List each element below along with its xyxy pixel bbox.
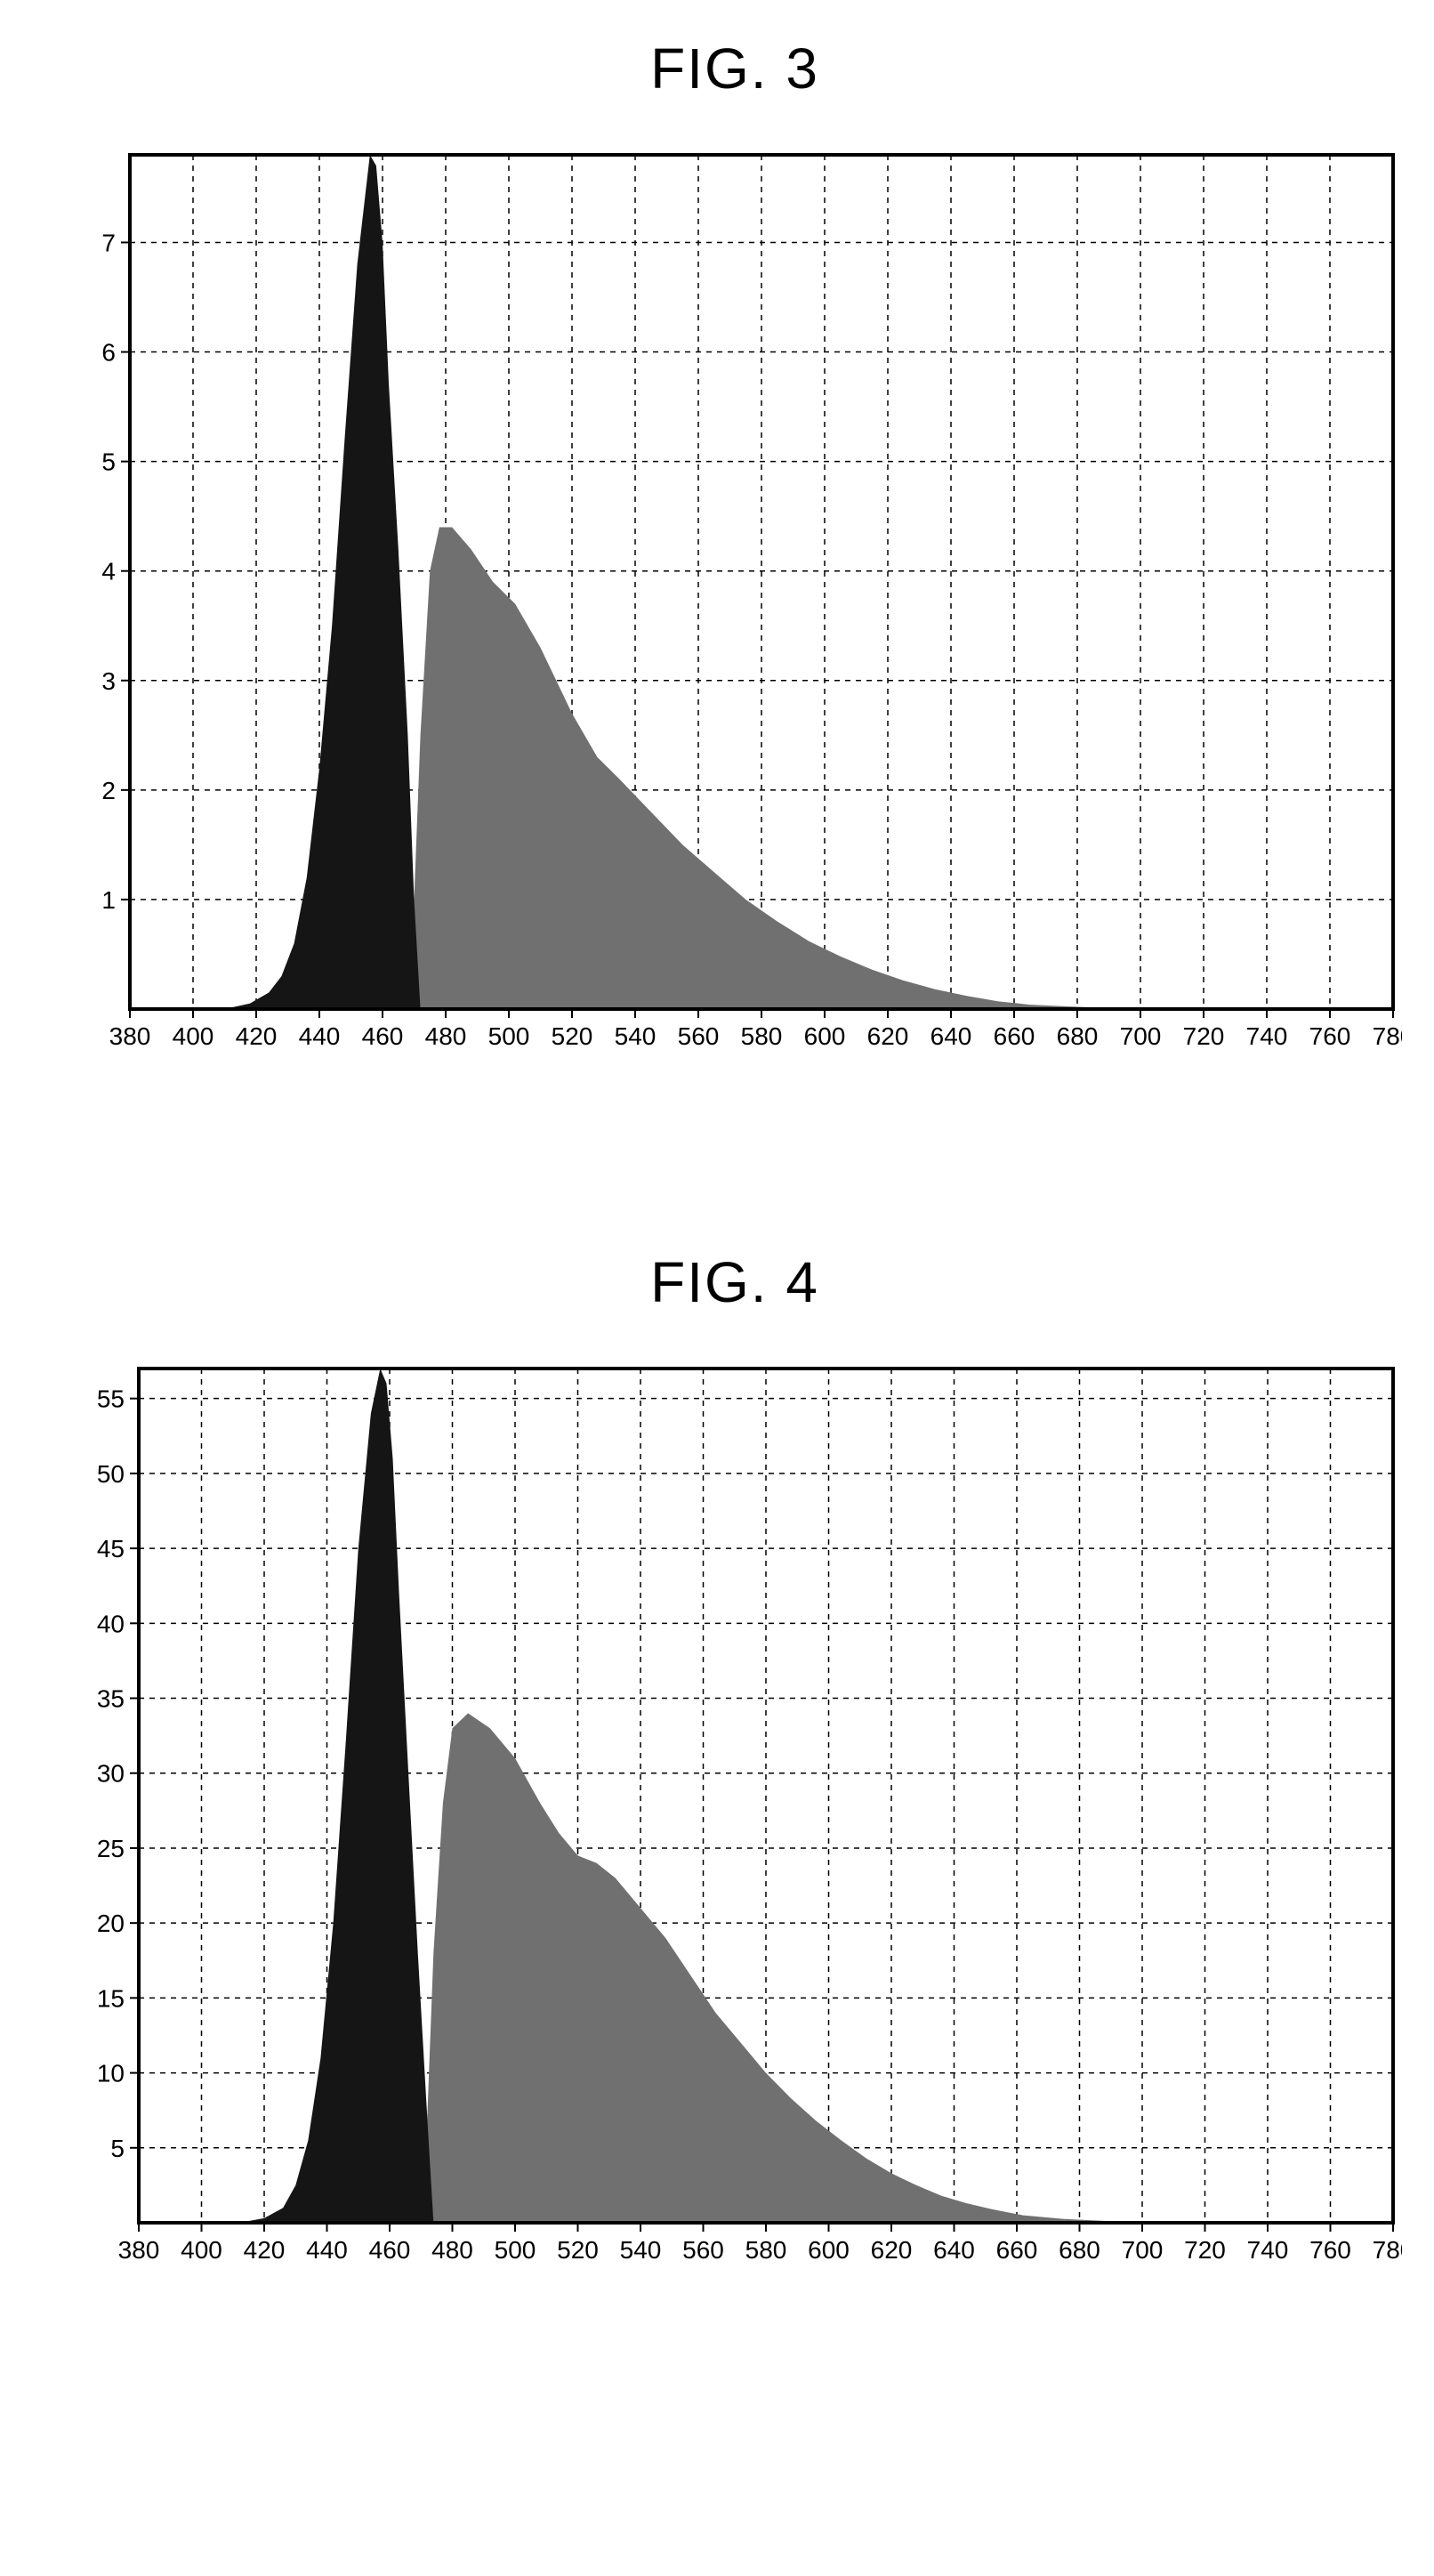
x-tick-label: 520 — [557, 2236, 599, 2264]
x-tick-label: 720 — [1183, 1022, 1225, 1050]
y-tick-label: 15 — [97, 1984, 125, 2012]
x-tick-label: 540 — [615, 1022, 657, 1050]
figure-title: FIG. 3 — [18, 36, 1434, 101]
y-tick-label: 5 — [110, 2135, 125, 2162]
x-tick-label: 600 — [804, 1022, 846, 1050]
x-tick-label: 620 — [867, 1022, 909, 1050]
x-tick-label: 440 — [306, 2236, 348, 2264]
figure-title: FIG. 4 — [18, 1249, 1434, 1315]
x-tick-label: 620 — [871, 2236, 913, 2264]
y-tick-label: 40 — [97, 1610, 125, 1637]
y-tick-label: 35 — [97, 1685, 125, 1713]
y-tick-label: 5 — [101, 448, 116, 476]
figure-block: FIG. 3 380 400 420 440 460 480 500 520 540 560 580 6… — [18, 36, 1434, 1054]
x-tick-label: 680 — [1059, 2236, 1100, 2264]
x-tick-label: 480 — [425, 1022, 467, 1050]
x-tick-label: 400 — [181, 2236, 222, 2264]
x-tick-label: 500 — [495, 2236, 536, 2264]
x-tick-label: 700 — [1120, 1022, 1162, 1050]
x-tick-label: 420 — [244, 2236, 286, 2264]
y-tick-label: 10 — [97, 2060, 125, 2087]
x-tick-label: 460 — [369, 2236, 411, 2264]
y-tick-label: 7 — [101, 229, 116, 256]
x-tick-label: 480 — [431, 2236, 473, 2264]
y-tick-label: 30 — [97, 1760, 125, 1788]
x-tick-label: 660 — [996, 2236, 1038, 2264]
y-tick-label: 4 — [101, 558, 116, 585]
y-tick-label: 45 — [97, 1535, 125, 1563]
chart-container: 3804004204404604805005205405605806006206… — [68, 1360, 1402, 2267]
x-tick-label: 780 — [1373, 1022, 1402, 1050]
y-tick-label: 50 — [97, 1460, 125, 1488]
x-tick-label: 740 — [1247, 2236, 1289, 2264]
figure-block: FIG. 43804004204404604805005205405605806… — [18, 1249, 1434, 2267]
y-tick-label: 2 — [101, 777, 116, 804]
x-tick-label: 560 — [682, 2236, 724, 2264]
x-tick-label: 780 — [1373, 2236, 1402, 2264]
x-tick-label: 440 — [299, 1022, 341, 1050]
x-tick-label: 380 — [118, 2236, 160, 2264]
x-tick-label: 740 — [1246, 1022, 1288, 1050]
chart-container: 380 400 420 440 460 480 500 520 540 560 580 600 620 6… — [68, 146, 1402, 1054]
x-tick-label: 580 — [745, 2236, 787, 2264]
x-tick-label: 580 — [741, 1022, 783, 1050]
y-tick-label: 55 — [97, 1385, 125, 1413]
x-tick-label: 660 — [994, 1022, 1035, 1050]
x-tick-label: 760 — [1309, 2236, 1351, 2264]
spectrum-chart: 3804004204404604805005205405605806006206… — [68, 1360, 1402, 2267]
x-tick-label: 640 — [930, 1022, 972, 1050]
y-tick-label: 25 — [97, 1835, 125, 1862]
y-tick-label: 3 — [101, 667, 116, 695]
x-tick-label: 700 — [1122, 2236, 1164, 2264]
x-tick-label: 420 — [236, 1022, 278, 1050]
x-tick-label: 760 — [1309, 1022, 1351, 1050]
x-tick-label: 720 — [1184, 2236, 1226, 2264]
x-tick-label: 500 — [488, 1022, 530, 1050]
x-tick-label: 460 — [362, 1022, 404, 1050]
y-tick-label: 6 — [101, 339, 116, 367]
x-tick-label: 600 — [808, 2236, 850, 2264]
x-tick-label: 560 — [678, 1022, 720, 1050]
x-tick-label: 380 — [109, 1022, 151, 1050]
x-tick-label: 520 — [552, 1022, 593, 1050]
y-tick-label: 20 — [97, 1910, 125, 1937]
x-tick-label: 680 — [1057, 1022, 1099, 1050]
spectrum-chart: 380 400 420 440 460 480 500 520 540 560 580 600 620 6… — [68, 146, 1402, 1054]
x-tick-label: 640 — [933, 2236, 975, 2264]
x-tick-label: 400 — [173, 1022, 214, 1050]
x-tick-label: 540 — [620, 2236, 662, 2264]
y-tick-label: 1 — [101, 886, 116, 914]
